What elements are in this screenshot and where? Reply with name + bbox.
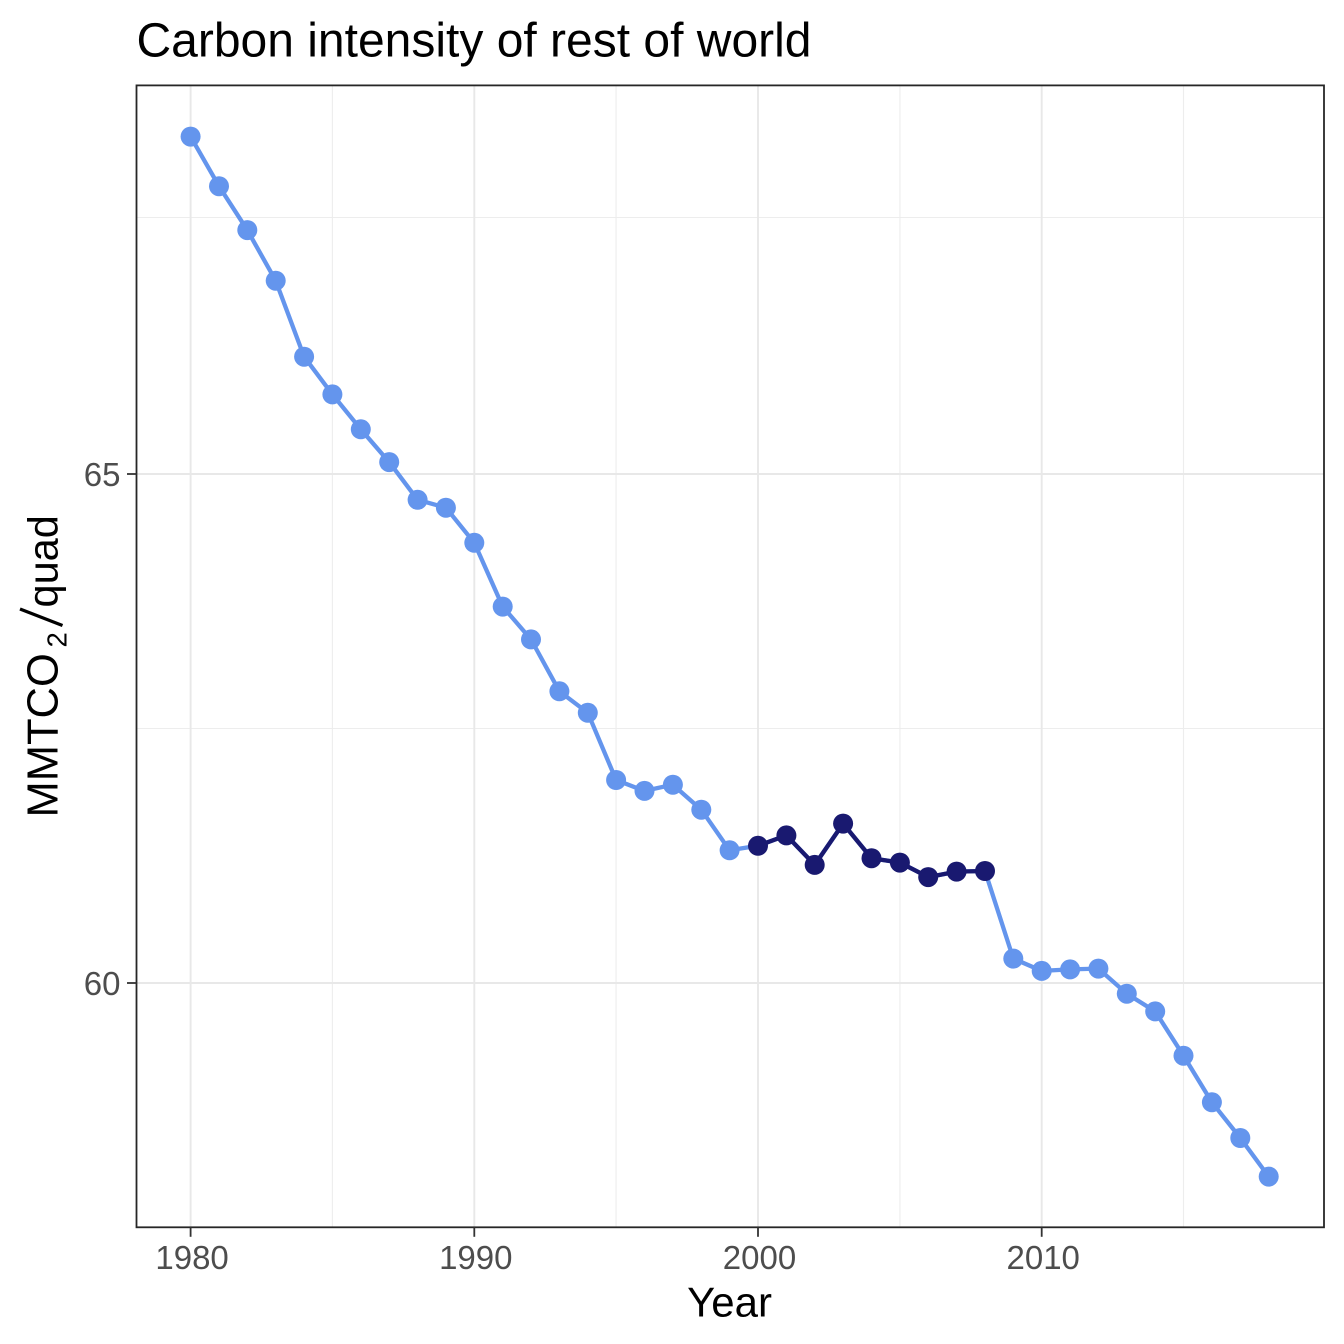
svg-text:2010: 2010	[1006, 1239, 1079, 1276]
svg-text:Year: Year	[687, 1279, 772, 1326]
svg-text:1990: 1990	[439, 1239, 512, 1276]
svg-text:Carbon intensity of rest of wo: Carbon intensity of rest of world	[137, 15, 812, 68]
svg-text:2000: 2000	[723, 1239, 796, 1276]
svg-text:60: 60	[84, 965, 121, 1002]
svg-text:1980: 1980	[155, 1239, 228, 1276]
svg-text:quad: quad	[20, 515, 67, 607]
svg-text:2: 2	[42, 632, 73, 647]
svg-text:MMTCO: MMTCO	[20, 653, 68, 817]
svg-text:65: 65	[84, 456, 121, 493]
